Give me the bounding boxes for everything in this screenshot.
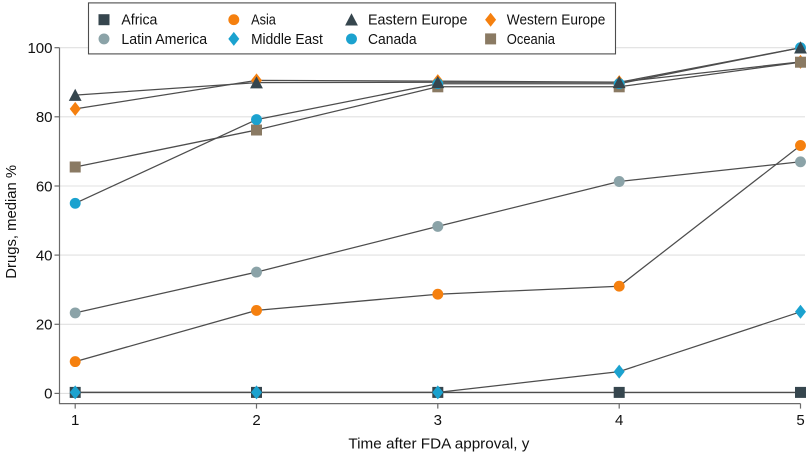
svg-text:1: 1: [71, 412, 79, 429]
svg-text:Time after FDA approval, y: Time after FDA approval, y: [348, 437, 530, 453]
svg-text:80: 80: [36, 109, 53, 126]
svg-text:Middle East: Middle East: [251, 32, 323, 48]
svg-text:60: 60: [36, 178, 53, 195]
svg-text:100: 100: [27, 40, 52, 57]
svg-text:0: 0: [44, 386, 52, 403]
svg-text:5: 5: [796, 412, 804, 429]
svg-text:Africa: Africa: [121, 13, 157, 29]
svg-text:Asia: Asia: [251, 13, 276, 29]
svg-text:Eastern Europe: Eastern Europe: [368, 13, 468, 29]
svg-text:Latin America: Latin America: [121, 32, 207, 48]
svg-text:4: 4: [615, 412, 623, 429]
svg-text:Canada: Canada: [368, 32, 417, 48]
svg-text:Western Europe: Western Europe: [507, 13, 606, 29]
svg-text:20: 20: [36, 317, 53, 334]
svg-text:Drugs, median %: Drugs, median %: [4, 165, 20, 279]
svg-text:Oceania: Oceania: [507, 32, 555, 48]
svg-text:40: 40: [36, 247, 53, 264]
svg-text:2: 2: [252, 412, 260, 429]
svg-text:3: 3: [434, 412, 442, 429]
